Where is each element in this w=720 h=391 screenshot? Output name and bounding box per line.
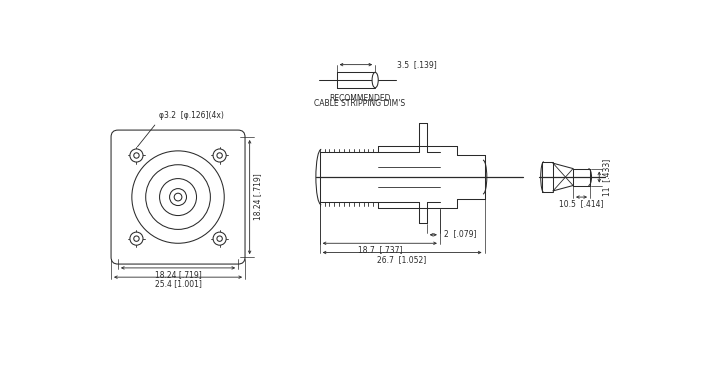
Circle shape: [130, 149, 143, 162]
Circle shape: [174, 193, 182, 201]
Text: 26.7  [1.052]: 26.7 [1.052]: [377, 255, 427, 264]
Text: 11  [.433]: 11 [.433]: [603, 158, 611, 196]
Text: 18.24 [.719]: 18.24 [.719]: [155, 270, 202, 279]
Circle shape: [134, 236, 139, 241]
Circle shape: [160, 179, 197, 215]
Circle shape: [145, 165, 210, 230]
Circle shape: [132, 151, 224, 243]
Ellipse shape: [372, 72, 378, 88]
Circle shape: [217, 153, 222, 158]
Text: φ3.2  [φ.126](4x): φ3.2 [φ.126](4x): [138, 111, 224, 147]
Text: 18.24 [.719]: 18.24 [.719]: [253, 174, 262, 221]
Text: 2  [.079]: 2 [.079]: [444, 230, 477, 239]
Circle shape: [213, 149, 226, 162]
Circle shape: [170, 188, 186, 206]
Circle shape: [134, 153, 139, 158]
Circle shape: [130, 232, 143, 245]
Circle shape: [213, 232, 226, 245]
FancyBboxPatch shape: [111, 130, 245, 264]
Text: 10.5  [.414]: 10.5 [.414]: [559, 199, 604, 208]
Circle shape: [217, 236, 222, 241]
Text: CABLE STRIPPING DIM'S: CABLE STRIPPING DIM'S: [314, 99, 405, 108]
Text: 3.5  [.139]: 3.5 [.139]: [397, 60, 436, 69]
Text: RECOMMENDED: RECOMMENDED: [329, 94, 390, 103]
Text: 18.7  [.737]: 18.7 [.737]: [358, 246, 402, 255]
Text: 25.4 [1.001]: 25.4 [1.001]: [155, 280, 202, 289]
